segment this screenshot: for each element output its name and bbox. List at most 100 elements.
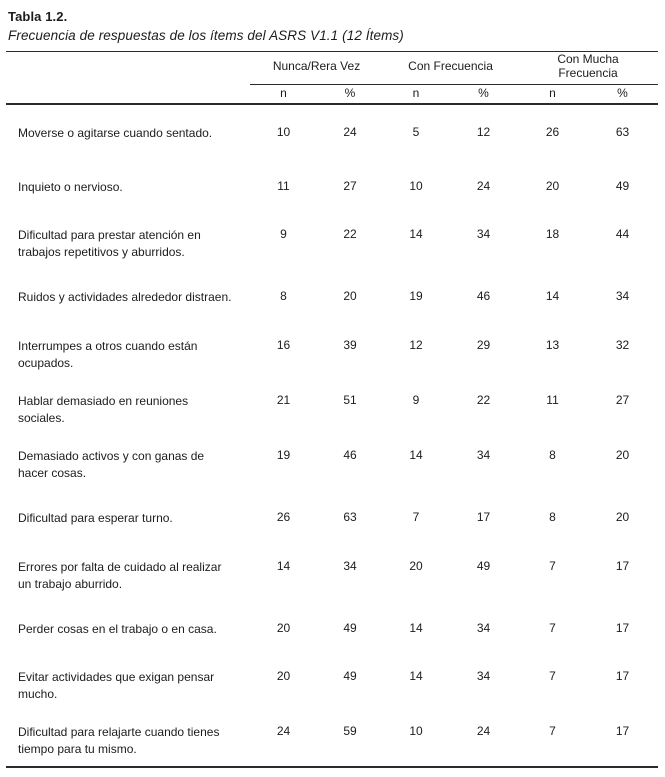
value-cell: 21 — [276, 392, 291, 407]
subheader-pct: % — [317, 84, 384, 105]
table-row: Dificultad para prestar atención en trab… — [6, 214, 658, 269]
value-cell: 34 — [476, 227, 491, 241]
value-cell: 26 — [545, 124, 560, 139]
subheader-n: n — [518, 84, 588, 105]
value-cell: 20 — [545, 178, 560, 193]
item-column-spacer — [6, 84, 250, 105]
table-row: Errores por falta de cuidado al realizar… — [6, 546, 658, 601]
table-subtitle: Frecuencia de respuestas de los ítems de… — [8, 28, 404, 43]
column-group-row: Nunca/Rera Vez Con Frecuencia Con Mucha … — [6, 51, 659, 85]
subheader-row: n % n % n % — [6, 84, 659, 105]
value-cell: 17 — [615, 724, 630, 739]
value-cell: 49 — [343, 669, 357, 683]
value-cell: 17 — [615, 669, 630, 683]
column-group-con-mucha-frecuencia: Con Mucha Frecuencia — [518, 51, 659, 85]
item-label: Errores por falta de cuidado al realizar… — [18, 559, 222, 591]
table-row: Hablar demasiado en reuniones sociales. 2… — [6, 380, 658, 435]
value-cell: 7 — [412, 510, 420, 525]
value-cell: 20 — [343, 289, 357, 304]
value-cell: 24 — [476, 178, 491, 193]
value-cell: 13 — [545, 337, 560, 352]
item-label: Perder cosas en el trabajo o en casa. — [18, 621, 217, 636]
value-cell: 22 — [343, 227, 357, 241]
value-cell: 12 — [409, 337, 423, 352]
value-cell: 20 — [615, 510, 630, 525]
item-label: Hablar demasiado en reuniones sociales. — [18, 393, 189, 425]
value-cell: 24 — [476, 724, 491, 739]
table-row: Dificultad para relajarte cuando tienes … — [6, 711, 658, 766]
table-row: Moverse o agitarse cuando sentado. 10 24 5 1… — [6, 104, 658, 159]
value-cell: 7 — [549, 724, 556, 739]
value-cell: 20 — [276, 669, 291, 683]
item-column-spacer — [6, 52, 250, 85]
table-row: Ruidos y actividades alrededor distraen.… — [6, 269, 658, 324]
value-cell: 20 — [409, 558, 423, 573]
value-cell: 63 — [615, 124, 630, 139]
value-cell: 7 — [549, 620, 556, 635]
table-header: Nunca/Rera Vez Con Frecuencia Con Mucha … — [6, 51, 659, 105]
value-cell: 7 — [549, 558, 556, 573]
subheader-pct: % — [449, 84, 519, 105]
value-cell: 12 — [476, 124, 491, 139]
item-label: Demasiado activos y con ganas de hacer c… — [18, 449, 205, 480]
value-cell: 34 — [615, 289, 630, 304]
value-cell: 39 — [343, 337, 357, 352]
value-cell: 7 — [549, 669, 556, 683]
value-cell: 34 — [476, 448, 491, 462]
value-cell: 26 — [276, 510, 291, 525]
table-title: Tabla 1.2. — [8, 9, 68, 24]
value-cell: 8 — [549, 510, 556, 525]
item-label: Dificultad para relajarte cuando tienes … — [18, 725, 220, 757]
table-row: Inquieto o nervioso. 11 27 10 24 20 49 — [6, 159, 658, 214]
column-group-label: Nunca/Rera Vez — [272, 58, 361, 73]
subheader-n: n — [383, 84, 450, 105]
value-cell: 8 — [280, 289, 287, 304]
table-row: Evitar actividades que exigan pensar muc… — [6, 656, 658, 711]
value-cell: 17 — [615, 620, 630, 635]
value-cell: 22 — [476, 392, 491, 407]
value-cell: 5 — [412, 124, 420, 139]
value-cell: 34 — [343, 558, 357, 573]
frequency-table: Nunca/Rera Vez Con Frecuencia Con Mucha … — [6, 51, 659, 768]
value-cell: 59 — [343, 724, 357, 739]
value-cell: 29 — [476, 337, 491, 352]
value-cell: 9 — [412, 392, 420, 407]
table-row: Dificultad para esperar turno. 26 63 7 17 8 20 — [6, 490, 658, 545]
value-cell: 18 — [545, 227, 560, 241]
column-group-con-frecuencia: Con Frecuencia — [383, 51, 519, 85]
item-label: Inquieto o nervioso. — [18, 179, 123, 194]
value-cell: 14 — [409, 227, 423, 241]
value-cell: 20 — [615, 448, 630, 462]
value-cell: 10 — [276, 124, 291, 139]
value-cell: 46 — [476, 289, 491, 304]
table-row: Demasiado activos y con ganas de hacer c… — [6, 435, 658, 490]
value-cell: 24 — [276, 724, 291, 739]
value-cell: 14 — [276, 558, 291, 573]
item-label: Ruidos y actividades alrededor distraen. — [18, 290, 232, 305]
value-cell: 49 — [615, 178, 630, 193]
table-row: Perder cosas en el trabajo o en casa. 20 4… — [6, 601, 658, 656]
value-cell: 20 — [276, 620, 291, 635]
value-cell: 17 — [615, 558, 630, 573]
item-label: Evitar actividades que exigan pensar muc… — [18, 670, 215, 701]
value-cell: 11 — [277, 178, 290, 193]
value-cell: 10 — [409, 724, 423, 739]
value-cell: 46 — [343, 448, 357, 462]
subheader-pct: % — [587, 84, 659, 105]
item-label: Dificultad para prestar atención en trab… — [18, 228, 201, 259]
table-caption: Tabla 1.2. Frecuencia de respuestas de l… — [0, 0, 665, 44]
column-group-label: Con Frecuencia — [408, 58, 493, 73]
value-cell: 34 — [476, 620, 491, 635]
value-cell: 9 — [280, 227, 287, 241]
value-cell: 8 — [549, 448, 556, 462]
value-cell: 34 — [476, 669, 491, 683]
value-cell: 19 — [409, 289, 423, 304]
value-cell: 14 — [545, 289, 560, 304]
value-cell: 44 — [615, 227, 630, 241]
value-cell: 32 — [615, 337, 630, 352]
value-cell: 14 — [409, 620, 423, 635]
column-group-nunca: Nunca/Rera Vez — [250, 51, 384, 85]
value-cell: 19 — [276, 448, 291, 462]
table-row: Interrumpes a otros cuando están ocupado… — [6, 325, 658, 380]
value-cell: 17 — [476, 510, 491, 525]
